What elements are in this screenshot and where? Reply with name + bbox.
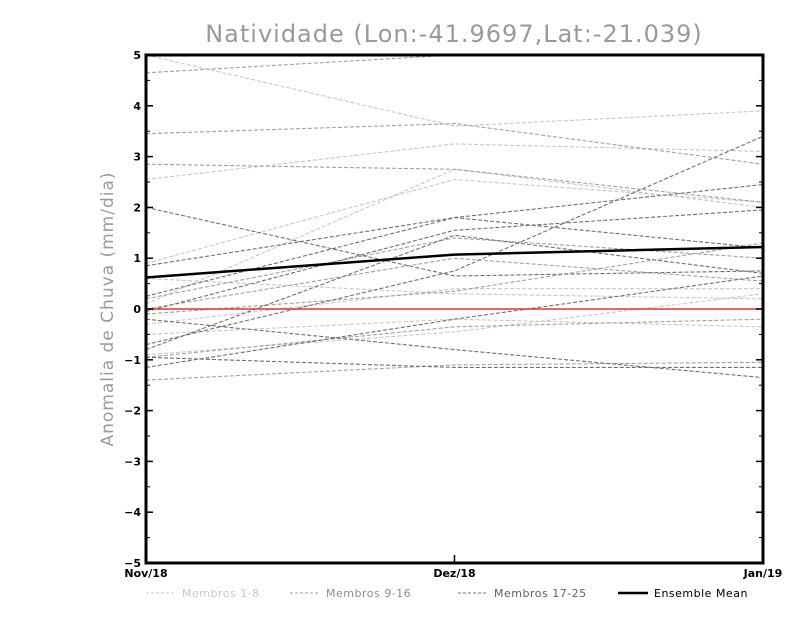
member-line-24 — [146, 275, 763, 368]
member-line-11 — [146, 163, 763, 203]
member-line-22 — [146, 234, 763, 351]
y-tick-label: −1 — [124, 354, 141, 367]
x-tick-label: Dez/18 — [433, 567, 475, 580]
legend: Membros 1-8 Membros 9-16 Membros 17-25 Ense… — [146, 587, 748, 600]
member-line-20 — [146, 209, 763, 313]
member-line-15 — [146, 361, 763, 381]
legend-label-group_17_25: Membros 17-25 — [494, 587, 587, 600]
member-line-17 — [146, 206, 763, 277]
y-tick-label: 1 — [133, 252, 141, 265]
y-axis-label: Anomalia de Chuva (mm/dia) — [98, 171, 118, 446]
member-line-21 — [146, 135, 763, 346]
member-line-5 — [146, 288, 763, 325]
y-tick-label: 0 — [133, 303, 141, 316]
member-line-16 — [146, 257, 763, 310]
y-tick-label: −5 — [124, 557, 141, 570]
legend-label-group_1_8: Membros 1-8 — [182, 587, 260, 600]
member-lines — [146, 55, 763, 381]
y-tick-label: 3 — [133, 151, 141, 164]
chart-title: Natividade (Lon:-41.9697,Lat:-21.039) — [205, 20, 703, 48]
member-line-8 — [146, 168, 763, 305]
member-line-2 — [146, 143, 763, 181]
member-line-25 — [146, 356, 763, 368]
y-axis-ticks: −5 −4 −3 −2 −1 0 1 2 3 4 5 — [124, 49, 763, 570]
member-line-23 — [146, 318, 763, 379]
member-line-10 — [146, 123, 763, 165]
member-line-1 — [146, 55, 763, 127]
x-tick-label: Jan/19 — [743, 567, 783, 580]
member-line-12 — [146, 237, 763, 300]
legend-label-group_9_16: Membros 9-16 — [326, 587, 411, 600]
member-line-19 — [146, 183, 763, 297]
member-line-14 — [146, 318, 763, 358]
member-line-9 — [146, 55, 488, 74]
ensemble-mean-line — [146, 245, 763, 279]
ensemble-mean-line — [146, 245, 763, 279]
y-tick-label: 4 — [133, 100, 141, 113]
x-tick-label: Nov/18 — [124, 567, 167, 580]
x-axis-ticks: Nov/18 Dez/18 Jan/19 — [124, 555, 782, 580]
member-line-13 — [146, 242, 763, 315]
y-tick-label: 2 — [133, 201, 141, 214]
y-tick-label: −2 — [124, 405, 141, 418]
y-tick-label: −3 — [124, 455, 141, 468]
y-tick-label: −4 — [124, 506, 141, 519]
y-tick-label: 5 — [133, 49, 141, 62]
member-line-4 — [146, 277, 763, 300]
legend-label-mean: Ensemble Mean — [654, 587, 748, 600]
